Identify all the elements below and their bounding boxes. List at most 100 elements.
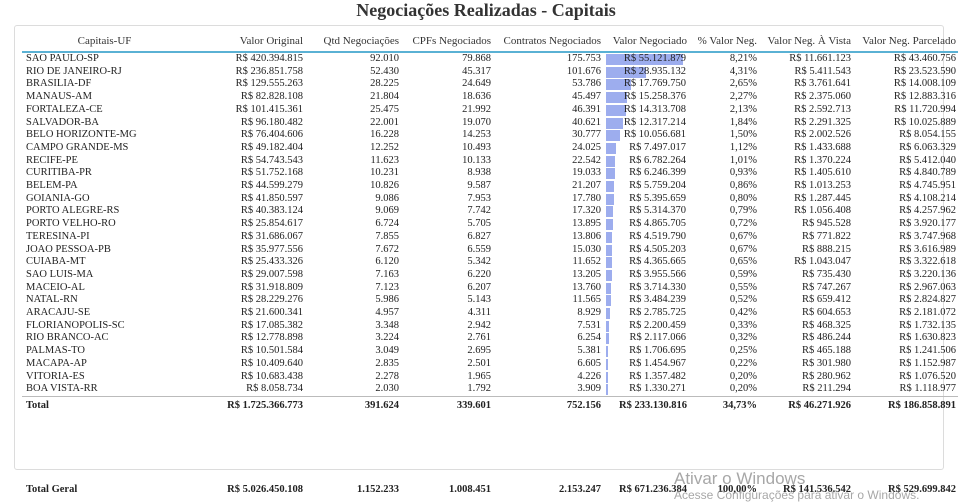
table-row[interactable]: MANAUS-AM R$ 82.828.108 21.804 18.636 45.497…: [22, 91, 958, 104]
table-row[interactable]: CURITIBA-PR R$ 51.752.168 10.231 8.938 19.03…: [22, 167, 958, 180]
table-row[interactable]: SAO PAULO-SP R$ 420.394.815 92.010 79.868 17…: [22, 52, 958, 66]
valor-negociado-bar: [606, 206, 613, 218]
row-valor-negociado: R$ 3.955.566: [603, 269, 689, 282]
row-parcelado: R$ 4.840.789: [899, 167, 956, 179]
row-uf: BELEM-PA: [26, 180, 78, 192]
row-pct: 1,01%: [729, 154, 757, 166]
total-a-vista: R$ 46.271.926: [759, 395, 853, 415]
header-qtd-negociacoes[interactable]: Qtd Negociações: [305, 30, 401, 53]
header-capitais-uf[interactable]: Capitais-UF: [22, 30, 187, 53]
row-pct: 0,32%: [729, 332, 757, 344]
valor-negociado-bar: [606, 333, 609, 345]
row-valor-original: R$ 8.058.734: [246, 383, 303, 395]
row-a-vista: R$ 211.294: [802, 383, 851, 395]
row-valor-negociado: R$ 1.706.695: [603, 345, 689, 358]
valor-negociado-text: R$ 1.454.967: [629, 357, 686, 369]
row-contratos: 4.226: [577, 370, 601, 382]
table-row[interactable]: PORTO VELHO-RO R$ 25.854.617 6.724 5.705 13.…: [22, 218, 958, 231]
valor-negociado-bar: [606, 358, 608, 370]
row-valor-negociado: R$ 55.121.879: [603, 52, 689, 66]
header-cpfs-negociados[interactable]: CPFs Negociados: [401, 30, 493, 53]
row-valor-original: R$ 25.433.326: [240, 256, 303, 268]
table-row[interactable]: RECIFE-PE R$ 54.743.543 11.623 10.133 22.542…: [22, 155, 958, 168]
table-row[interactable]: BOA VISTA-RR R$ 8.058.734 2.030 1.792 3.909 R…: [22, 383, 958, 396]
valor-negociado-text: R$ 2.200.459: [629, 319, 686, 331]
row-parcelado: R$ 1.241.506: [899, 345, 956, 357]
table-row[interactable]: CUIABA-MT R$ 25.433.326 6.120 5.342 11.652 R$…: [22, 256, 958, 269]
row-uf: MACEIO-AL: [26, 281, 85, 293]
table-row[interactable]: GOIANIA-GO R$ 41.850.597 9.086 7.953 17.780 R…: [22, 193, 958, 206]
row-uf: PORTO ALEGRE-RS: [26, 205, 120, 217]
table-row[interactable]: FLORIANOPOLIS-SC R$ 17.085.382 3.348 2.942 7…: [22, 320, 958, 333]
table-row[interactable]: ARACAJU-SE R$ 21.600.341 4.957 4.311 8.929 R$…: [22, 307, 958, 320]
row-qtd: 16.228: [370, 129, 399, 141]
row-a-vista: R$ 468.325: [801, 319, 851, 331]
row-qtd: 7.855: [375, 230, 399, 242]
header-valor-original[interactable]: Valor Original: [187, 30, 305, 53]
total-cpfs: 339.601: [401, 395, 493, 415]
row-contratos: 6.254: [577, 332, 601, 344]
table-row[interactable]: RIO BRANCO-AC R$ 12.778.898 3.224 2.761 6.25…: [22, 332, 958, 345]
table-row[interactable]: NATAL-RN R$ 28.229.276 5.986 5.143 11.565 R$ …: [22, 294, 958, 307]
row-contratos: 101.676: [566, 65, 601, 77]
total-geral-label: Total Geral: [26, 483, 78, 495]
valor-negociado-text: R$ 5.759.204: [629, 180, 686, 192]
table-row[interactable]: TERESINA-PI R$ 31.686.067 7.855 6.827 13.806…: [22, 231, 958, 244]
row-a-vista: R$ 2.592.713: [794, 103, 851, 115]
total-valor-negociado: R$ 233.130.816: [603, 395, 689, 415]
row-contratos: 13.760: [572, 281, 601, 293]
row-valor-original: R$ 41.850.597: [240, 192, 303, 204]
table-row[interactable]: FORTALEZA-CE R$ 101.415.361 25.475 21.992 46…: [22, 104, 958, 117]
total-uf: Total: [22, 395, 187, 415]
table-row[interactable]: JOAO PESSOA-PB R$ 35.977.556 7.672 6.559 15.…: [22, 244, 958, 257]
row-qtd: 7.163: [375, 268, 399, 280]
header-contratos-negociados[interactable]: Contratos Negociados: [493, 30, 603, 53]
row-qtd: 92.010: [370, 53, 399, 64]
row-contratos: 53.786: [572, 78, 601, 90]
table-row[interactable]: PALMAS-TO R$ 10.501.584 3.049 2.695 5.381 R$ …: [22, 345, 958, 358]
row-valor-negociado: R$ 3.714.330: [603, 282, 689, 295]
valor-negociado-text: R$ 12.317.214: [623, 116, 686, 128]
row-pct: 1,84%: [729, 116, 757, 128]
row-parcelado: R$ 3.920.177: [899, 218, 956, 230]
row-pct: 0,65%: [729, 256, 757, 268]
header-valor-neg-parcelado[interactable]: Valor Neg. Parcelado: [853, 30, 958, 53]
row-qtd: 52.430: [370, 65, 399, 77]
table-row[interactable]: BELEM-PA R$ 44.599.279 10.826 9.587 21.207 R$…: [22, 180, 958, 193]
row-valor-original: R$ 420.394.815: [235, 53, 303, 64]
valor-negociado-bar: [606, 308, 610, 320]
table-row[interactable]: SALVADOR-BA R$ 96.180.482 22.001 19.070 40.6…: [22, 117, 958, 130]
row-valor-negociado: R$ 6.782.264: [603, 155, 689, 168]
table-row[interactable]: CAMPO GRANDE-MS R$ 49.182.404 12.252 10.493…: [22, 142, 958, 155]
row-pct: 0,80%: [729, 192, 757, 204]
table-row[interactable]: BRASILIA-DF R$ 129.555.263 28.225 24.649 53.…: [22, 78, 958, 91]
valor-negociado-bar: [606, 104, 626, 116]
row-uf: RIO BRANCO-AC: [26, 332, 109, 344]
table-row[interactable]: MACEIO-AL R$ 31.918.809 7.123 6.207 13.760 R$…: [22, 282, 958, 295]
row-cpfs: 7.953: [467, 192, 491, 204]
row-qtd: 2.278: [375, 370, 399, 382]
row-contratos: 13.205: [572, 268, 601, 280]
table-row[interactable]: MACAPA-AP R$ 10.409.640 2.835 2.501 6.605 R$ …: [22, 358, 958, 371]
row-parcelado: R$ 3.616.989: [899, 243, 956, 255]
row-valor-original: R$ 51.752.168: [240, 167, 303, 179]
table-row[interactable]: VITORIA-ES R$ 10.683.438 2.278 1.965 4.226 R$…: [22, 371, 958, 384]
row-valor-original: R$ 54.743.543: [240, 154, 303, 166]
table-row[interactable]: SAO LUIS-MA R$ 29.007.598 7.163 6.220 13.205…: [22, 269, 958, 282]
row-valor-original: R$ 29.007.598: [240, 268, 303, 280]
header-valor-neg-a-vista[interactable]: Valor Neg. À Vista: [759, 30, 853, 53]
row-valor-negociado: R$ 15.258.376: [603, 91, 689, 104]
header-valor-negociado[interactable]: Valor Negociado: [603, 30, 689, 60]
row-uf: SAO LUIS-MA: [26, 268, 94, 280]
table-row[interactable]: PORTO ALEGRE-RS R$ 40.383.124 9.069 7.742 17…: [22, 205, 958, 218]
table-row[interactable]: RIO DE JANEIRO-RJ R$ 236.851.758 52.430 45.…: [22, 66, 958, 79]
header-pct-valor-neg[interactable]: % Valor Neg.: [689, 30, 759, 53]
row-parcelado: R$ 4.257.962: [899, 205, 956, 217]
row-parcelado: R$ 3.220.136: [899, 268, 956, 280]
table-row[interactable]: BELO HORIZONTE-MG R$ 76.404.606 16.228 14.2…: [22, 129, 958, 142]
row-a-vista: R$ 659.412: [801, 294, 851, 306]
row-pct: 4,31%: [729, 65, 757, 77]
row-cpfs: 6.827: [467, 230, 491, 242]
total-geral-valor-negociado: R$ 671.236.384: [619, 483, 687, 495]
row-pct: 0,20%: [729, 383, 757, 395]
